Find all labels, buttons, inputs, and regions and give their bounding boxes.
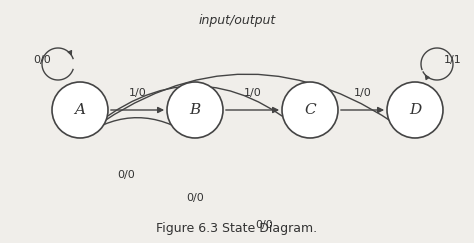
Circle shape [387, 82, 443, 138]
Text: B: B [190, 103, 201, 117]
Text: 1/0: 1/0 [128, 88, 146, 98]
Text: 0/0: 0/0 [33, 55, 51, 65]
Text: 0/0: 0/0 [186, 193, 204, 203]
Text: 0/0: 0/0 [117, 170, 135, 180]
Text: C: C [304, 103, 316, 117]
Text: D: D [409, 103, 421, 117]
FancyArrowPatch shape [341, 107, 383, 113]
Text: 1/0: 1/0 [244, 88, 261, 98]
Circle shape [167, 82, 223, 138]
FancyArrowPatch shape [83, 74, 413, 136]
FancyArrowPatch shape [226, 107, 278, 113]
Text: 0/0: 0/0 [255, 220, 273, 230]
FancyArrowPatch shape [111, 107, 163, 113]
Text: input/output: input/output [199, 14, 275, 27]
FancyArrowPatch shape [83, 118, 193, 136]
Text: Figure 6.3 State Diagram.: Figure 6.3 State Diagram. [156, 222, 318, 235]
Circle shape [52, 82, 108, 138]
Text: A: A [74, 103, 85, 117]
Circle shape [282, 82, 338, 138]
FancyArrowPatch shape [83, 86, 308, 136]
Text: 1/1: 1/1 [444, 55, 462, 65]
Text: 1/0: 1/0 [354, 88, 371, 98]
